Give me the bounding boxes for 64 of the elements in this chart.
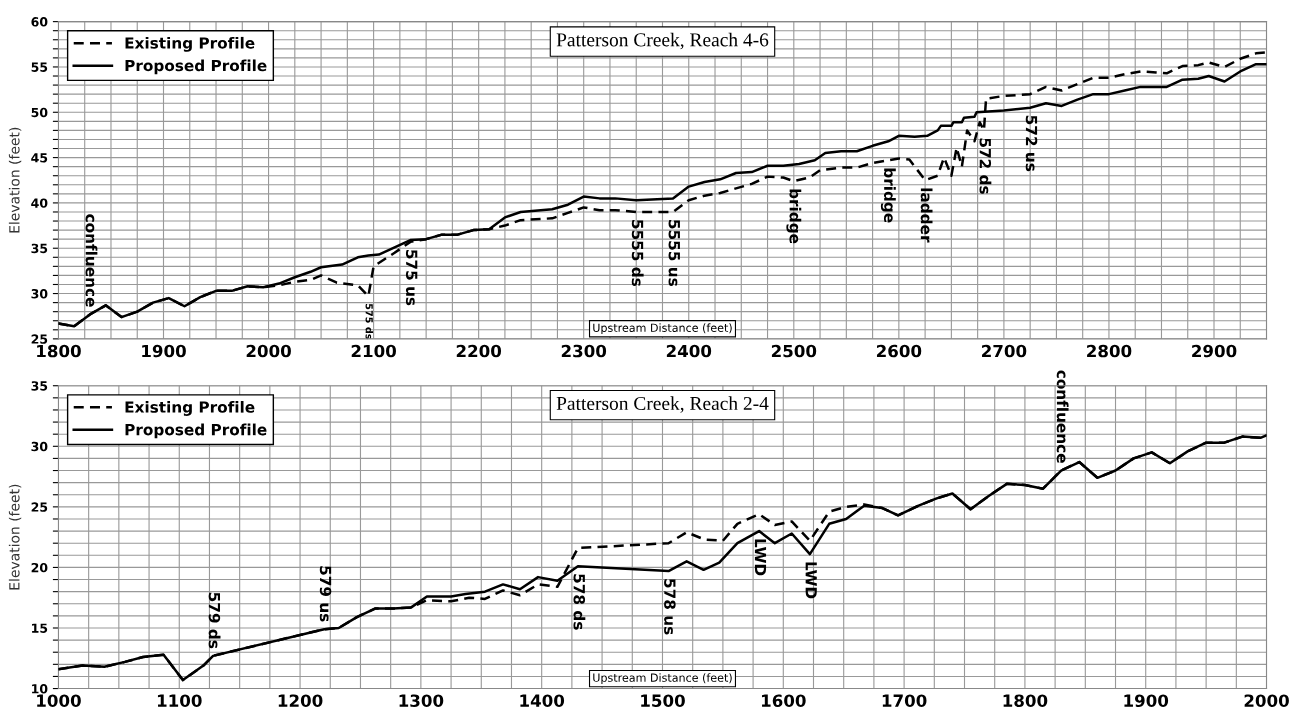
x-tick-label: 2600 (876, 344, 922, 358)
annotation: bridge (880, 168, 896, 223)
x-tick-label: 1500 (641, 694, 685, 708)
x-tick-label: 1300 (399, 694, 444, 708)
chart-title: Patterson Creek, Reach 4-6 (556, 32, 769, 50)
annotation: 572 ds (979, 138, 992, 194)
x-tick-label: 1200 (278, 694, 323, 708)
annotation: 5555 us (668, 220, 680, 286)
y-tick-label: 25 (31, 502, 48, 512)
y-tick-label: 15 (32, 623, 48, 633)
y-tick-label: 30 (31, 441, 48, 452)
x-tick-label: 2200 (456, 344, 502, 358)
x-tick-label: 2000 (1244, 694, 1289, 708)
annotation: confluence (85, 214, 98, 307)
x-tick-label: 1800 (1003, 694, 1048, 708)
x-tick-label: 2700 (982, 344, 1027, 358)
x-tick-label: 2500 (771, 344, 817, 358)
x-tick-label: 2800 (1087, 344, 1132, 358)
annotation: 572 us (1025, 115, 1038, 172)
y-tick-label: 55 (31, 62, 48, 72)
x-tick-label: 1600 (761, 694, 806, 708)
x-tick-label: 1800 (37, 344, 81, 358)
annotation: confluence (1056, 370, 1069, 463)
y-tick-label: 10 (32, 684, 48, 694)
y-tick-label: 30 (31, 289, 48, 299)
annotation: 579 ds (208, 592, 221, 649)
x-axis-title: Upstream Distance (feet) (593, 323, 732, 335)
annotation: ladder (920, 188, 933, 243)
x-tick-label: 2400 (666, 344, 712, 358)
annotation: LWD (754, 539, 767, 576)
annotation: 578 us (664, 579, 676, 635)
y-tick-label: 20 (31, 562, 48, 573)
y-tick-label: 35 (31, 381, 48, 391)
annotation: LWD (805, 562, 817, 599)
legend-label: Existing Profile (125, 36, 255, 52)
annotation: 5555 ds (631, 220, 644, 287)
chart-title: Patterson Creek, Reach 2-4 (556, 396, 769, 413)
x-tick-label: 1900 (1124, 694, 1169, 708)
x-tick-label: 2000 (246, 344, 291, 358)
y-tick-label: 60 (31, 17, 48, 27)
legend-label: Proposed Profile (125, 59, 267, 75)
y-tick-label: 40 (31, 198, 48, 208)
x-tick-label: 1900 (142, 344, 186, 358)
y-tick-label: 45 (31, 153, 48, 163)
y-tick-label: 35 (31, 243, 48, 254)
y-axis-title: Elevation (feet) (8, 484, 22, 590)
annotation: 575 ds (365, 303, 374, 340)
annotation: 579 us (319, 566, 332, 622)
legend-label: Proposed Profile (125, 423, 267, 439)
x-tick-label: 2300 (561, 344, 607, 358)
annotation: 578 ds (573, 574, 586, 630)
annotation: 575 us (405, 250, 418, 306)
annotation: bridge (786, 189, 802, 244)
x-tick-label: 1400 (520, 694, 565, 708)
x-tick-label: 2900 (1192, 344, 1237, 358)
y-axis-title: Elevation (feet) (8, 127, 22, 233)
y-tick-label: 25 (31, 334, 48, 344)
x-tick-label: 2100 (351, 344, 396, 358)
x-tick-label: 1100 (157, 694, 202, 708)
y-tick-label: 50 (31, 107, 48, 118)
x-tick-label: 1000 (37, 694, 81, 708)
x-tick-label: 1700 (882, 694, 927, 708)
x-axis-title: Upstream Distance (feet) (593, 673, 732, 685)
legend-label: Existing Profile (125, 401, 255, 416)
